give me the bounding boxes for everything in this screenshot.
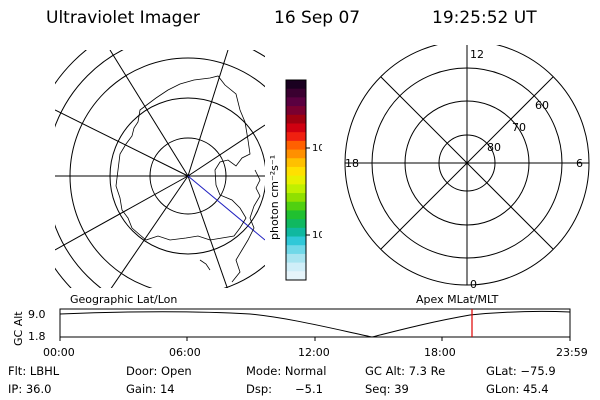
antarctica-coastline: [115, 75, 251, 241]
polar-plot: 12 0 18 6 60 70 80: [344, 45, 590, 291]
meridian-line: [187, 175, 228, 288]
colorbar-segment: [286, 262, 306, 272]
date-label: 16 Sep 07: [274, 8, 361, 28]
colorbar-segment: [286, 253, 306, 264]
noon-meridian-line: [187, 175, 265, 241]
colorbar-segment: [286, 88, 306, 98]
meridian-line: [110, 175, 189, 288]
y-tick-label: 9.0: [28, 308, 46, 321]
mlat-label-70: 70: [512, 121, 526, 134]
colorbar-segment: [286, 193, 306, 203]
colorbar-segment: [286, 271, 306, 281]
colorbar-segment: [286, 245, 306, 255]
mlt-label-right: 6: [576, 157, 583, 170]
y-tick-label: 1.8: [28, 330, 46, 343]
geographic-map: [55, 50, 265, 288]
altitude-curve: [59, 310, 571, 338]
meridian-line: [187, 124, 265, 177]
colorbar-segment: [286, 210, 306, 220]
x-tick-label: 06:00: [169, 346, 201, 359]
meridian-line: [109, 50, 189, 177]
dsp-value: −5.1: [295, 382, 323, 396]
gc-alt-info: GC Alt: 7.3 Re: [365, 364, 446, 378]
colorbar-segment: [286, 236, 306, 246]
mlt-label-top: 12: [470, 48, 484, 61]
altitude-timeline: GC Alt 9.0 1.8: [12, 308, 571, 346]
polar-diagonal: [380, 76, 554, 250]
colorbar-segment: [286, 97, 306, 107]
dsp-label: Dsp:: [246, 382, 273, 396]
ip-info: IP: 36.0: [8, 382, 52, 396]
colorbar-segment: [286, 123, 306, 133]
seq-info: Seq: 39: [365, 382, 409, 396]
meridian-line: [187, 50, 229, 177]
colorbar-segment: [286, 140, 306, 151]
apex-mlat-mlt-label: Apex MLat/MLT: [416, 293, 499, 306]
colorbar-segment: [286, 149, 306, 159]
mlt-label-left: 18: [345, 157, 359, 170]
colorbar-segment: [286, 132, 306, 142]
colorbar-segment: [286, 219, 306, 229]
colorbar-segment: [286, 201, 306, 211]
time-label: 19:25:52 UT: [432, 8, 537, 28]
island-coastline: [199, 259, 211, 271]
x-tick-label: 18:00: [424, 346, 456, 359]
meridian-line: [55, 109, 189, 177]
glon-info: GLon: 45.4: [486, 382, 549, 396]
mlat-label-60: 60: [535, 99, 549, 112]
geographic-lat-lon-label: Geographic Lat/Lon: [70, 293, 178, 306]
mlat-label-80: 80: [487, 141, 501, 154]
colorbar: 100 10 photon cm⁻²s⁻¹: [268, 79, 322, 281]
colorbar-segment: [286, 106, 306, 116]
door-info: Door: Open: [126, 364, 192, 378]
colorbar-tick-label: 100: [312, 143, 322, 154]
instrument-title: Ultraviolet Imager: [46, 8, 200, 28]
colorbar-tick-label: 10: [312, 230, 322, 241]
colorbar-segment: [286, 158, 306, 168]
colorbar-segment: [286, 175, 306, 185]
colorbar-segment: [286, 80, 306, 90]
x-tick-label: 23:59: [556, 346, 588, 359]
lat-circle-60: [69, 57, 265, 288]
glat-info: GLat: −75.9: [486, 364, 556, 378]
lat-circle-55: [55, 50, 265, 288]
y-axis-label: GC Alt: [12, 311, 25, 346]
mlt-label-bottom: 0: [470, 278, 477, 291]
meridian-line: [55, 175, 189, 251]
colorbar-segment: [286, 227, 306, 238]
colorbar-segment: [286, 184, 306, 194]
x-tick-label: 00:00: [43, 346, 75, 359]
x-tick-label: 12:00: [298, 346, 330, 359]
colorbar-segment: [286, 166, 306, 177]
mode-info: Mode: Normal: [246, 364, 327, 378]
filter-info: Flt: LBHL: [8, 364, 60, 378]
colorbar-segment: [286, 114, 306, 124]
colorbar-frame: [285, 79, 307, 281]
colorbar-unit-label: photon cm⁻²s⁻¹: [268, 155, 281, 240]
lat-circle-50: [55, 50, 88, 288]
antarctic-peninsula-coastline: [231, 169, 261, 283]
gain-info: Gain: 14: [126, 382, 175, 396]
